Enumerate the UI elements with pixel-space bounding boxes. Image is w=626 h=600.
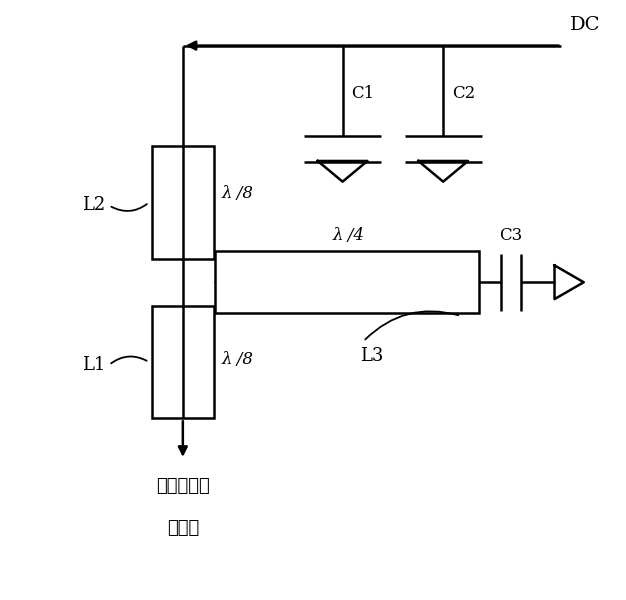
Bar <box>152 306 213 418</box>
Text: 或栅极: 或栅极 <box>167 519 199 537</box>
Text: λ /8: λ /8 <box>222 350 254 368</box>
Text: 到功放漏极: 到功放漏极 <box>156 478 210 496</box>
Text: L1: L1 <box>82 356 106 374</box>
Bar <box>215 251 479 313</box>
Text: DC: DC <box>570 16 601 34</box>
Text: L2: L2 <box>82 196 106 214</box>
Bar <box>152 146 213 259</box>
Text: C2: C2 <box>452 85 475 102</box>
Text: L3: L3 <box>361 347 384 365</box>
Text: λ /4: λ /4 <box>332 227 364 244</box>
Text: C1: C1 <box>351 85 375 102</box>
Text: λ /8: λ /8 <box>222 185 254 202</box>
Text: C3: C3 <box>500 227 523 244</box>
